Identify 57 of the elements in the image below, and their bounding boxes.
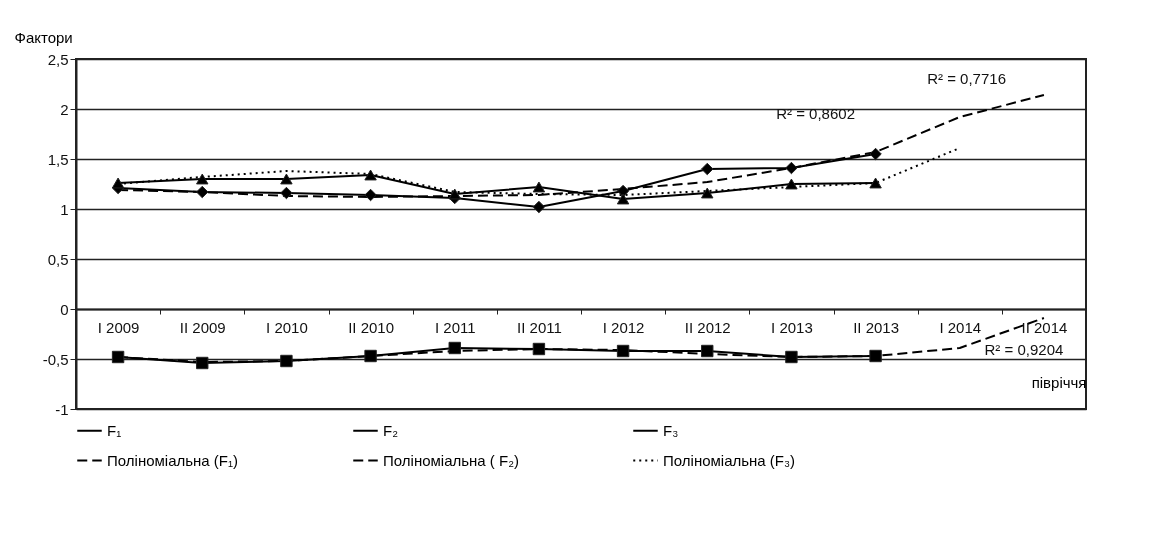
point — [532, 342, 546, 356]
point — [785, 350, 798, 364]
x-tick-label: II 2011 — [517, 318, 562, 336]
point — [448, 188, 461, 200]
point — [701, 187, 714, 199]
x-tick-label: I 2013 — [771, 318, 813, 336]
point — [701, 162, 714, 176]
x-tick-label: II 2012 — [684, 318, 731, 336]
legend-label: F₁ — [107, 421, 122, 439]
point — [280, 186, 293, 200]
y-tick-label: 1 — [60, 200, 69, 218]
x-tick-label: I 2014 — [939, 318, 982, 336]
x-tick-label: II 2010 — [348, 318, 395, 336]
point — [785, 161, 798, 175]
legend-label: Поліноміальна (F₁) — [107, 451, 239, 469]
y-tick-label: 2 — [60, 100, 69, 118]
point — [616, 193, 630, 205]
x-tick-label: I 2012 — [602, 318, 645, 336]
point — [280, 173, 293, 185]
annotation: R² = 0,9204 — [984, 341, 1064, 358]
x-tick-label: II 2014 — [1021, 318, 1068, 336]
point — [616, 344, 630, 358]
legend-label: F₂ — [383, 421, 399, 439]
x-tick-label: I 2011 — [434, 318, 476, 336]
point — [196, 185, 209, 199]
x-tick-label: II 2013 — [853, 318, 900, 336]
point — [111, 350, 125, 364]
x-tick-label: I 2009 — [97, 318, 140, 336]
point — [532, 181, 546, 193]
annotation: R² = 0,8602 — [776, 105, 855, 122]
y-axis-title: Фактори — [14, 28, 73, 46]
legend-label: Поліноміальна (F₃) — [663, 451, 796, 469]
point — [364, 169, 377, 181]
x-tick-label: II 2009 — [179, 318, 226, 336]
legend-label: F₃ — [663, 421, 679, 439]
point — [785, 178, 798, 190]
point — [869, 349, 882, 363]
y-tick-label: -1 — [55, 400, 69, 418]
y-tick-label: 2,5 — [47, 50, 69, 68]
y-tick-label: -0,5 — [42, 350, 69, 368]
point — [448, 341, 461, 355]
y-tick-label: 0,5 — [47, 250, 69, 268]
y-tick-label: 0 — [60, 300, 69, 318]
legend-label: Поліноміальна ( F₂) — [383, 451, 519, 469]
point — [869, 177, 882, 189]
annotation: R² = 0,7716 — [927, 70, 1006, 87]
point — [111, 177, 125, 189]
point — [532, 200, 546, 214]
point — [364, 188, 377, 202]
point — [196, 356, 209, 370]
point — [280, 354, 293, 368]
y-tick-label: 1,5 — [47, 150, 69, 168]
point — [196, 173, 209, 185]
point — [364, 349, 377, 363]
point — [701, 344, 714, 358]
point — [869, 147, 882, 161]
x-tick-label: I 2010 — [266, 318, 308, 336]
